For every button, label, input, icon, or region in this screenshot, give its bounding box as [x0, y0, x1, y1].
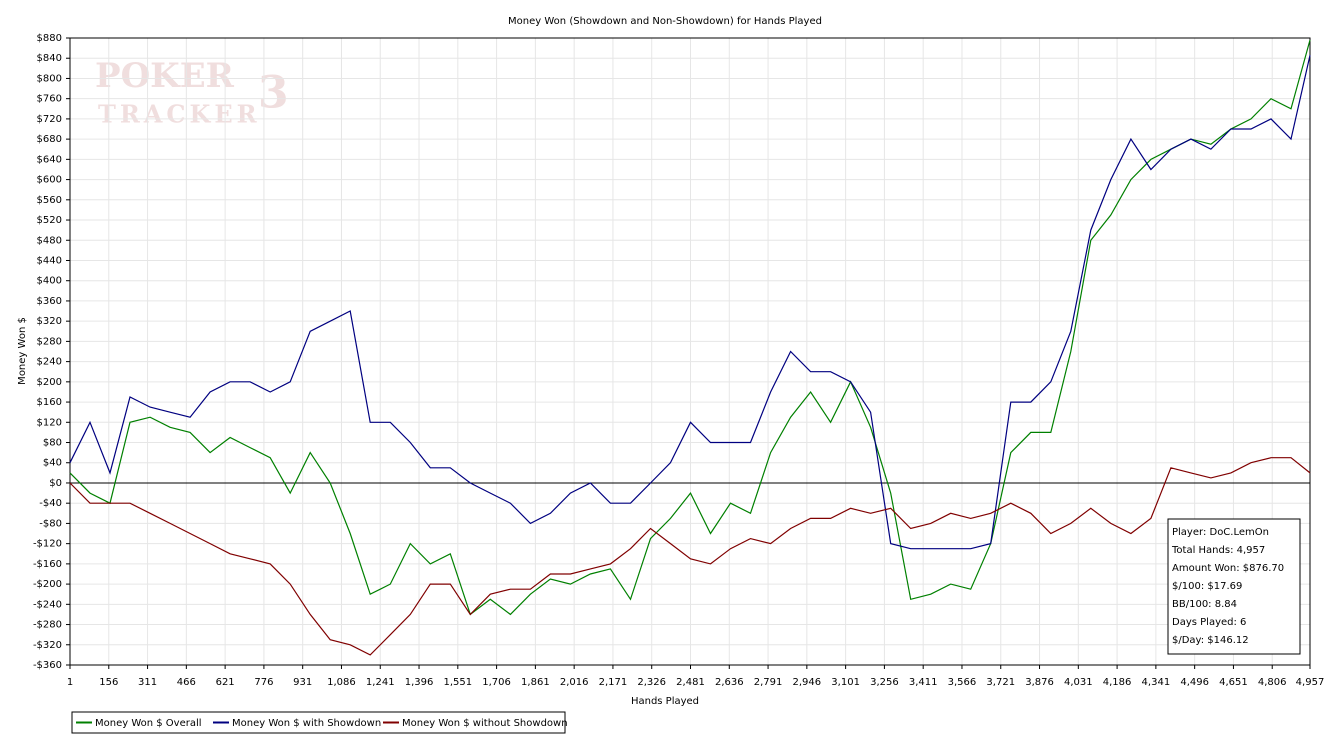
- y-tick-label: $800: [37, 73, 62, 84]
- y-tick-label: $40: [43, 458, 62, 469]
- y-tick-label: $280: [37, 336, 62, 347]
- chart-title: Money Won (Showdown and Non-Showdown) fo…: [508, 16, 822, 27]
- x-tick-label: 2,791: [754, 677, 783, 688]
- x-tick-label: 4,031: [1064, 677, 1093, 688]
- x-tick-label: 2,946: [793, 677, 822, 688]
- x-tick-label: 1: [67, 677, 73, 688]
- y-axis-label: Money Won $: [17, 317, 28, 385]
- x-tick-label: 931: [293, 677, 312, 688]
- series-line: [69, 457, 1311, 656]
- stats-line: $/100: $17.69: [1172, 581, 1242, 592]
- y-tick-label: -$160: [33, 559, 62, 570]
- x-tick-label: 1,086: [327, 677, 356, 688]
- x-tick-label: 3,566: [948, 677, 977, 688]
- y-tick-label: $600: [37, 175, 62, 186]
- y-tick-label: $480: [37, 235, 62, 246]
- stats-line: Amount Won: $876.70: [1172, 563, 1284, 574]
- x-tick-label: 4,957: [1296, 677, 1325, 688]
- x-tick-label: 3,876: [1025, 677, 1054, 688]
- x-tick-label: 466: [177, 677, 196, 688]
- y-tick-label: -$120: [33, 539, 62, 550]
- y-tick-label: $440: [37, 255, 62, 266]
- x-tick-label: 2,481: [676, 677, 705, 688]
- x-tick-label: 1,551: [443, 677, 472, 688]
- y-tick-label: $560: [37, 195, 62, 206]
- y-tick-label: -$40: [39, 498, 62, 509]
- y-tick-label: $160: [37, 397, 62, 408]
- stats-line: Player: DoC.LemOn: [1172, 527, 1269, 538]
- x-tick-label: 1,241: [366, 677, 395, 688]
- x-tick-label: 2,171: [599, 677, 628, 688]
- x-tick-label: 1,706: [482, 677, 511, 688]
- x-tick-label: 3,101: [831, 677, 860, 688]
- y-tick-label: $840: [37, 53, 62, 64]
- y-tick-label: $760: [37, 94, 62, 105]
- x-tick-label: 3,411: [909, 677, 938, 688]
- legend-label: Money Won $ with Showdown: [232, 718, 381, 729]
- series-line: [69, 39, 1311, 616]
- y-tick-label: $320: [37, 316, 62, 327]
- x-tick-label: 2,636: [715, 677, 744, 688]
- y-tick-label: -$240: [33, 599, 62, 610]
- x-tick-label: 2,016: [560, 677, 589, 688]
- y-tick-label: $400: [37, 276, 62, 287]
- x-axis-label: Hands Played: [631, 696, 699, 707]
- legend-label: Money Won $ without Showdown: [402, 718, 568, 729]
- x-tick-label: 2,326: [637, 677, 666, 688]
- series-line: [69, 55, 1311, 550]
- plot-frame: [69, 37, 1311, 666]
- y-tick-label: -$360: [33, 660, 62, 671]
- legend-label: Money Won $ Overall: [95, 718, 202, 729]
- x-tick-label: 1,396: [405, 677, 434, 688]
- y-tick-label: $80: [43, 438, 62, 449]
- y-tick-label: -$200: [33, 579, 62, 590]
- watermark: POKER: [95, 56, 235, 96]
- y-tick-label: $0: [49, 478, 62, 489]
- y-tick-label: -$80: [39, 518, 62, 529]
- x-tick-label: 3,721: [986, 677, 1015, 688]
- y-tick-label: $240: [37, 357, 62, 368]
- y-tick-label: $360: [37, 296, 62, 307]
- watermark: 3: [258, 68, 289, 119]
- legend-box: [71, 711, 566, 734]
- y-tick-label: $880: [37, 33, 62, 44]
- x-tick-label: 4,651: [1219, 677, 1248, 688]
- y-tick-label: -$320: [33, 640, 62, 651]
- stats-line: Total Hands: 4,957: [1171, 545, 1265, 556]
- stats-line: Days Played: 6: [1172, 617, 1246, 628]
- watermark: TRACKER: [98, 100, 261, 129]
- x-tick-label: 4,341: [1142, 677, 1171, 688]
- x-tick-label: 156: [99, 677, 118, 688]
- y-tick-label: $720: [37, 114, 62, 125]
- x-tick-label: 3,256: [870, 677, 899, 688]
- y-tick-label: $680: [37, 134, 62, 145]
- x-tick-label: 776: [254, 677, 273, 688]
- y-tick-label: $640: [37, 154, 62, 165]
- x-tick-label: 311: [138, 677, 157, 688]
- x-tick-label: 4,186: [1103, 677, 1132, 688]
- stats-line: BB/100: 8.84: [1172, 599, 1237, 610]
- x-tick-label: 4,806: [1258, 677, 1287, 688]
- x-tick-label: 1,861: [521, 677, 550, 688]
- y-tick-label: $200: [37, 377, 62, 388]
- stats-box: [1167, 518, 1301, 655]
- x-tick-label: 621: [216, 677, 235, 688]
- x-tick-label: 4,496: [1180, 677, 1209, 688]
- y-tick-label: $520: [37, 215, 62, 226]
- y-tick-label: -$280: [33, 620, 62, 631]
- y-tick-label: $120: [37, 417, 62, 428]
- stats-line: $/Day: $146.12: [1172, 635, 1249, 646]
